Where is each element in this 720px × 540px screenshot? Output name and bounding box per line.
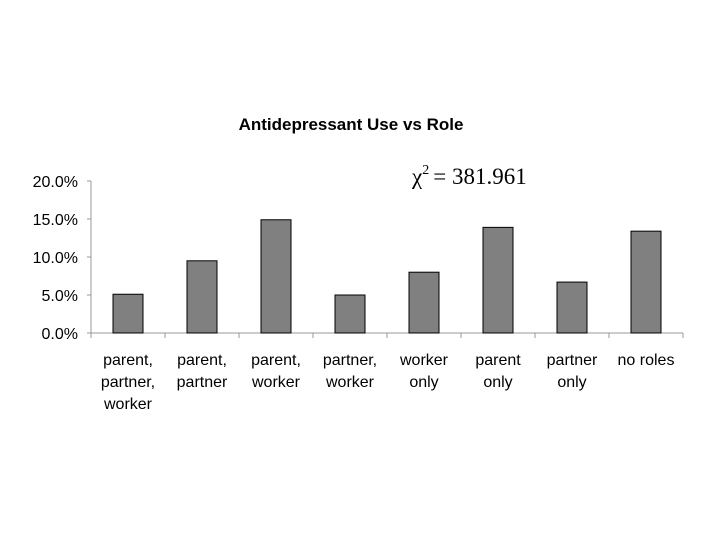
y-tick-label: 15.0% [33,212,78,229]
x-tick-label: worker only [399,352,449,391]
x-tick-label-line: partner, [101,374,155,391]
x-tick-label: partner only [547,352,598,391]
annotation-text: = 381.961 [433,164,526,189]
bar [556,281,588,334]
x-tick-label-line: worker [325,374,375,391]
x-tick-label-line: worker [251,374,301,391]
bar [260,219,292,334]
x-tick-label-line: partner [177,374,228,391]
x-tick-label-line: partner, [323,352,377,369]
annotation-symbol: χ [411,164,423,189]
x-tick-label-line: partner [547,352,598,369]
bar [482,226,514,334]
y-tick-label: 0.0% [42,326,78,343]
x-tick-label-line: only [483,374,512,391]
x-tick-label-line: only [409,374,438,391]
x-tick-label-line: parent [475,352,521,369]
annotation-superscript: 2 [422,163,429,178]
x-tick-label-line: parent, [251,352,301,369]
chart-title: Antidepressant Use vs Role [239,115,464,134]
y-tick-label: 10.0% [33,250,78,267]
x-tick-label-line: parent, [103,352,153,369]
y-tick-label: 20.0% [33,174,78,191]
annotation: χ2 = 381.961 [411,163,527,189]
x-tick-label-line: worker [103,396,153,413]
bar [112,293,144,334]
bar [408,271,440,334]
bar [630,230,662,334]
x-tick-label: no roles [618,352,675,369]
x-tick-label-line: worker [399,352,449,369]
x-tick-label-line: no roles [618,352,675,369]
x-tick-label: partner, worker [323,352,377,391]
x-tick-label: parent only [475,352,521,391]
bar [334,294,366,334]
x-tick-label-line: only [557,374,586,391]
x-tick-label: parent, partner, worker [101,352,155,413]
x-tick-label: parent, worker [251,352,301,391]
x-tick-label-line: parent, [177,352,227,369]
bar [186,260,218,334]
x-tick-label: parent, partner [177,352,228,391]
y-tick-label: 5.0% [42,288,78,305]
